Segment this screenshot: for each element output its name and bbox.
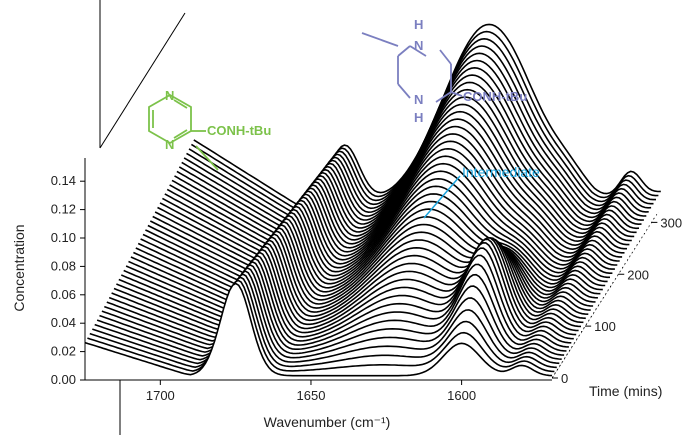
z-tick-label: 200 xyxy=(627,267,649,282)
y-tick-label: 0.06 xyxy=(51,287,76,302)
axes: 0.00 0.02 0.04 0.06 0.08 0.10 0.12 0.14 1700 165… xyxy=(11,158,682,435)
spectrum-line xyxy=(84,282,553,377)
x-tick-label: 1700 xyxy=(146,388,175,403)
spectrum-line xyxy=(113,236,582,331)
spectrum-line xyxy=(145,170,613,282)
spectrum-fill xyxy=(85,283,552,380)
product-group-label: CONH-tBu xyxy=(463,89,527,104)
x-tick-label: 1650 xyxy=(297,388,326,403)
back-wall-top-edge xyxy=(99,12,186,149)
intermediate-leader-line xyxy=(423,175,461,219)
product-atom-h-bottom: H xyxy=(414,110,423,125)
reactant-atom-n-top: N xyxy=(165,88,174,103)
y-ticks: 0.00 0.02 0.04 0.06 0.08 0.10 0.12 0.14 xyxy=(51,173,85,387)
ring-double-bond-2 xyxy=(173,99,188,109)
spectrum-fill xyxy=(89,277,557,373)
spectrum-line xyxy=(133,208,601,301)
spectrum-line xyxy=(106,247,574,342)
x-ticks: 1700 1650 1600 xyxy=(146,380,476,403)
reactant-group-label: CONH-tBu xyxy=(207,123,271,138)
product-atom-n-bottom: N xyxy=(414,92,423,107)
ring-double-bond-3 xyxy=(173,129,188,139)
spectrum-line xyxy=(92,273,560,365)
y-tick-label: 0.12 xyxy=(51,202,76,217)
product-atom-h-top: H xyxy=(414,17,423,32)
pyrazine-ring xyxy=(148,93,192,145)
spectrum-line xyxy=(87,279,555,373)
piperazine-bond-4 xyxy=(435,91,452,103)
y-tick-label: 0.00 xyxy=(51,372,76,387)
spectrum-line xyxy=(137,193,606,293)
product-leader-line xyxy=(361,32,399,47)
y-axis-title: Concentration xyxy=(11,224,27,311)
reactant-leader-line xyxy=(195,145,219,171)
annotations: N N CONH-tBu H N N H CONH-tBu Inte xyxy=(148,17,540,219)
spectrum-line xyxy=(89,276,557,369)
product-atom-n-top: N xyxy=(414,38,423,53)
z-axis-title: Time (mins) xyxy=(589,383,662,399)
y-tick-label: 0.14 xyxy=(51,173,76,188)
spectrum-line xyxy=(130,215,598,305)
spectrum-line xyxy=(118,238,586,323)
y-tick-label: 0.08 xyxy=(51,258,76,273)
x-tick-label: 1600 xyxy=(447,388,476,403)
spectrum-line xyxy=(140,185,608,290)
spectrum-line xyxy=(123,233,591,316)
x-axis-title: Wavenumber (cm⁻¹) xyxy=(264,414,391,430)
spectrum-line xyxy=(149,155,618,275)
spectrum-line xyxy=(147,162,615,278)
piperazine-bond-5 xyxy=(397,83,411,99)
spectrum-line xyxy=(116,236,584,327)
product-molecule xyxy=(361,32,463,103)
spectrum-line xyxy=(99,263,567,353)
spectrum-line xyxy=(104,254,572,346)
spectrum-line xyxy=(111,238,579,335)
spectrum-line xyxy=(125,230,594,312)
spectrum-line xyxy=(120,236,589,320)
z-tick-label: 100 xyxy=(594,319,616,334)
spectrum-line xyxy=(101,260,569,350)
piperazine-bond-1 xyxy=(409,45,427,57)
piperazine-bond-7 xyxy=(397,45,411,57)
spectrum-line xyxy=(94,270,562,361)
spectra-lines xyxy=(84,23,661,380)
spectrum-line xyxy=(96,267,565,357)
spectrum-line xyxy=(135,200,603,297)
intermediate-label: Intermediate xyxy=(462,164,540,180)
piperazine-bond-2 xyxy=(439,49,452,65)
y-tick-label: 0.02 xyxy=(51,344,76,359)
spectrum-line xyxy=(128,223,596,308)
reactant-atom-n-bottom: N xyxy=(165,137,174,152)
reactant-molecule xyxy=(148,93,219,171)
y-tick-label: 0.04 xyxy=(51,315,76,330)
y-tick-label: 0.10 xyxy=(51,230,76,245)
z-ticks: 0 100 200 300 xyxy=(552,215,682,386)
spectrum-line xyxy=(152,147,620,271)
product-substituent-bond xyxy=(450,91,463,97)
spectrum-line xyxy=(108,241,577,338)
z-tick-label: 0 xyxy=(561,371,568,386)
spectrum-line xyxy=(154,140,623,267)
spectrum-line xyxy=(157,133,625,263)
spectrum-line xyxy=(142,177,610,286)
z-tick-label: 300 xyxy=(660,215,682,230)
